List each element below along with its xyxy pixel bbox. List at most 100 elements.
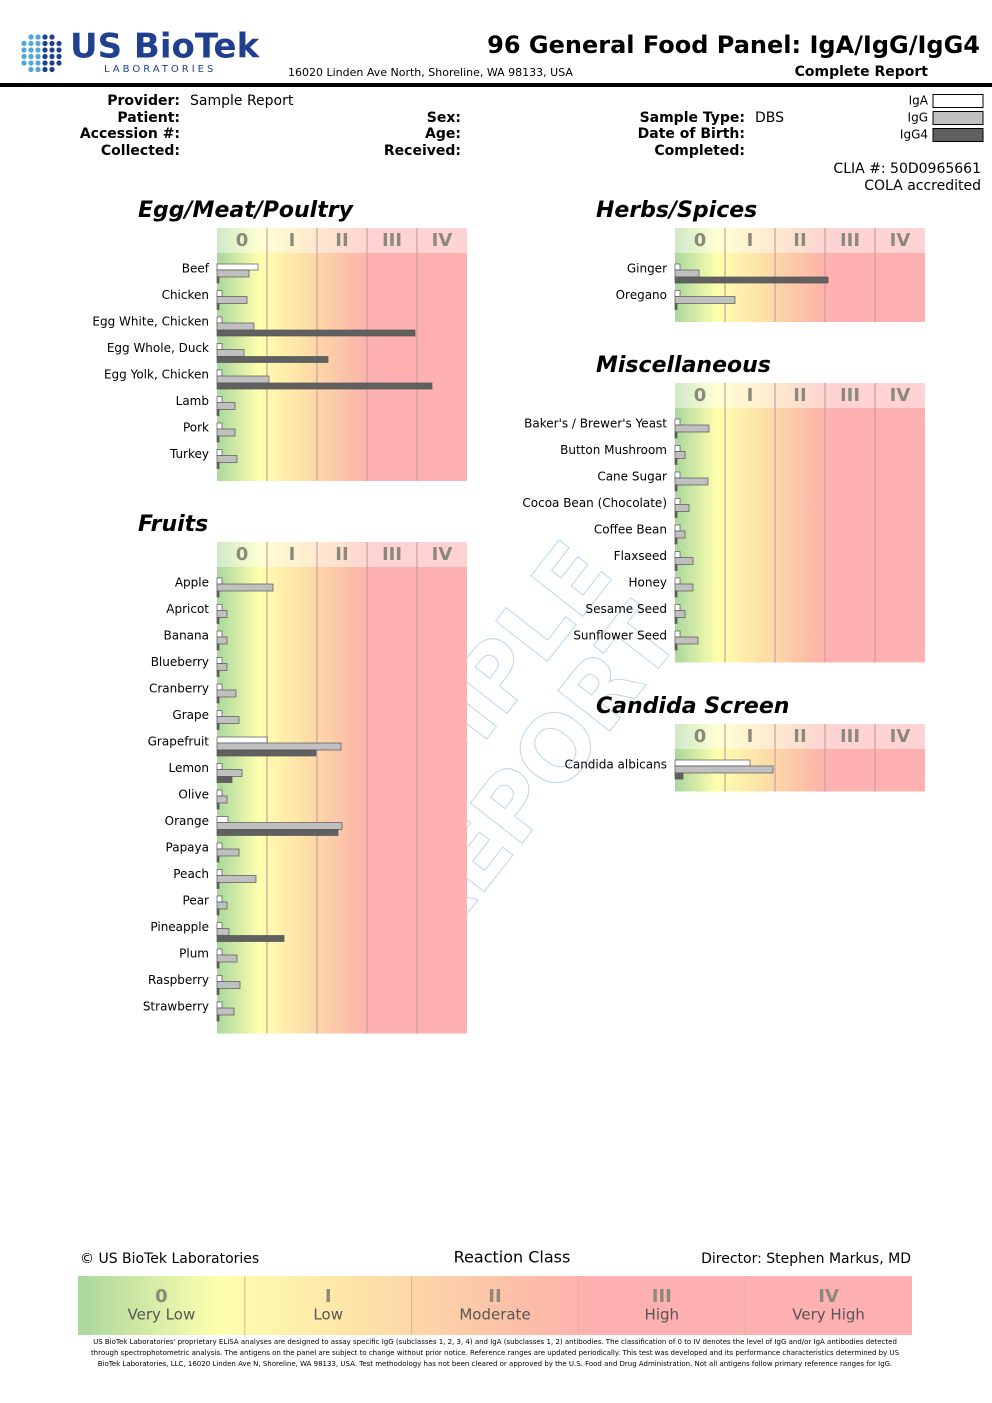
bar xyxy=(216,316,223,324)
plot-background xyxy=(675,228,925,322)
bar xyxy=(216,583,274,592)
category-label: Baker's / Brewer's Yeast xyxy=(524,417,667,431)
logo-dot xyxy=(21,40,27,47)
field-label: Completed: xyxy=(654,143,745,159)
class-tick-label: III xyxy=(840,726,860,747)
bar xyxy=(674,445,681,452)
field-label: Patient: xyxy=(117,110,180,126)
bar xyxy=(216,723,220,730)
bar xyxy=(674,604,681,611)
category-label: Cane Sugar xyxy=(597,470,667,484)
bar xyxy=(216,981,241,989)
plot-background xyxy=(675,724,925,792)
bar xyxy=(216,382,433,390)
logo-mark xyxy=(21,34,62,73)
class-tick-label: II xyxy=(793,230,806,251)
bar xyxy=(674,551,681,558)
category-label: Strawberry xyxy=(143,1000,209,1014)
bar xyxy=(216,689,237,698)
category-label: Banana xyxy=(163,629,209,643)
category-label: Pear xyxy=(183,894,210,908)
logo-dot xyxy=(56,53,62,60)
bar xyxy=(216,763,223,770)
bar xyxy=(216,802,220,810)
class-tick-label: III xyxy=(382,230,402,251)
logo-dot xyxy=(49,53,55,60)
address: 16020 Linden Ave North, Shoreline, WA 98… xyxy=(288,66,573,79)
plot-background xyxy=(217,542,467,1034)
bar xyxy=(216,716,240,724)
bar xyxy=(674,759,751,767)
bar xyxy=(674,511,678,518)
bar xyxy=(674,431,678,439)
category-label: Egg Whole, Duck xyxy=(107,341,209,355)
bar xyxy=(216,290,223,297)
chart-title: Fruits xyxy=(138,512,208,537)
category-label: Chicken xyxy=(162,288,209,302)
class-tick-label: 0 xyxy=(236,230,249,251)
bar xyxy=(674,583,694,592)
chart-title: Miscellaneous xyxy=(596,353,771,378)
bar xyxy=(216,683,223,691)
class-tick-label: 0 xyxy=(236,544,249,565)
disclaimer: US BioTek Laboratories' proprietary ELIS… xyxy=(90,1338,900,1368)
class-header xyxy=(675,228,925,253)
bar xyxy=(674,643,678,651)
class-tick-label: III xyxy=(840,230,860,251)
class-header xyxy=(675,383,925,408)
bar xyxy=(216,269,250,278)
class-tick-label: IV xyxy=(890,385,911,406)
field-value: DBS xyxy=(755,110,784,126)
bar xyxy=(674,458,678,465)
category-label: Ginger xyxy=(627,262,667,276)
bar xyxy=(674,504,690,512)
logo-dot xyxy=(28,34,34,40)
bar xyxy=(674,590,678,598)
bar xyxy=(216,296,248,304)
bar xyxy=(674,577,681,585)
bar xyxy=(216,329,416,337)
bar xyxy=(216,975,223,982)
bar xyxy=(216,630,223,638)
logo-dot xyxy=(28,40,34,47)
clia: CLIA #: 50D0965661 xyxy=(833,161,981,177)
field-label: Collected: xyxy=(101,143,180,159)
class-tick-label: II xyxy=(793,726,806,747)
category-label: Blueberry xyxy=(151,655,209,669)
header-rule xyxy=(0,83,992,87)
bar xyxy=(216,895,223,903)
bar xyxy=(216,736,268,744)
bar xyxy=(216,276,220,284)
bar xyxy=(216,795,228,804)
category-label: Apricot xyxy=(166,602,209,616)
bar xyxy=(674,484,678,492)
logo-dot xyxy=(56,40,62,47)
bar xyxy=(216,369,223,377)
bar xyxy=(216,636,228,645)
bar xyxy=(216,375,270,384)
category-label: Pineapple xyxy=(150,920,209,934)
bar xyxy=(216,462,220,469)
bar xyxy=(216,449,223,456)
bar xyxy=(674,471,681,479)
bar xyxy=(216,769,243,777)
class-header xyxy=(217,228,467,253)
class-tick-label: II xyxy=(793,385,806,406)
logo-dot xyxy=(42,53,48,60)
bar xyxy=(216,428,236,437)
bar xyxy=(674,451,686,459)
category-label: Raspberry xyxy=(148,973,209,987)
bar xyxy=(216,948,223,956)
class-tick-label: I xyxy=(747,230,754,251)
category-label: Beef xyxy=(182,262,210,276)
bar xyxy=(674,477,709,486)
field-label: Sample Type: xyxy=(640,110,745,126)
bar xyxy=(674,610,686,618)
logo-dot xyxy=(35,60,41,66)
bar xyxy=(216,848,240,857)
bar xyxy=(674,772,684,780)
report-subtitle: Complete Report xyxy=(795,64,929,80)
report-title: 96 General Food Panel: IgA/IgG/IgG4 xyxy=(487,31,980,59)
